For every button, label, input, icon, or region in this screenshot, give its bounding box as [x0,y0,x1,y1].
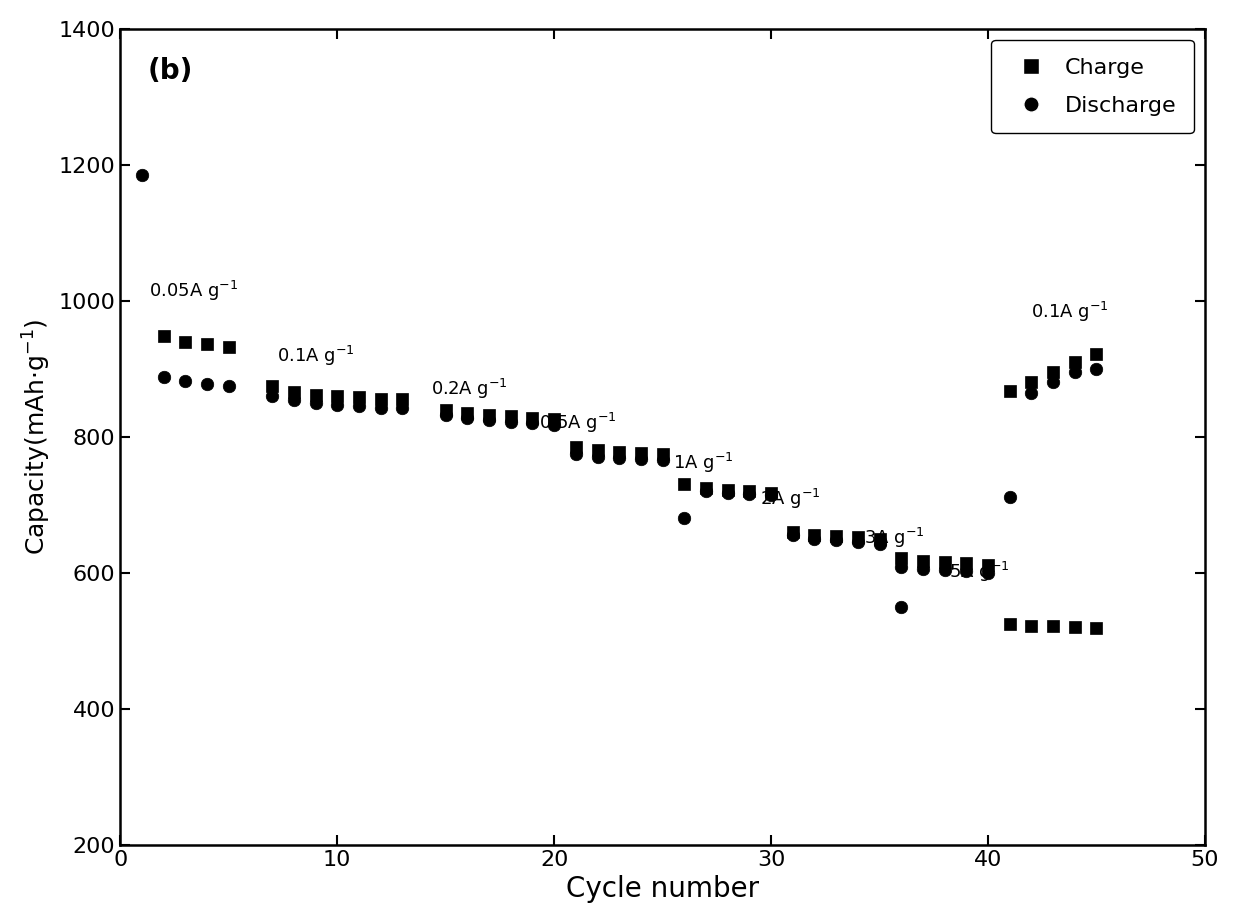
Legend: Charge, Discharge: Charge, Discharge [991,40,1194,133]
Text: 0.05A g$^{-1}$: 0.05A g$^{-1}$ [149,279,238,303]
Text: 0.5A g$^{-1}$: 0.5A g$^{-1}$ [539,410,616,434]
Text: (b): (b) [148,57,192,85]
Text: 1A g$^{-1}$: 1A g$^{-1}$ [673,451,734,476]
Text: 3A g$^{-1}$: 3A g$^{-1}$ [864,526,925,550]
Text: 0.2A g$^{-1}$: 0.2A g$^{-1}$ [430,377,507,401]
Text: 0.1A g$^{-1}$: 0.1A g$^{-1}$ [277,344,355,368]
Text: 5A g$^{-1}$: 5A g$^{-1}$ [949,560,1009,584]
Y-axis label: Capacity(mAh·g$^{-1}$): Capacity(mAh·g$^{-1}$) [21,319,53,555]
Text: 0.1A g$^{-1}$: 0.1A g$^{-1}$ [1032,299,1109,323]
X-axis label: Cycle number: Cycle number [565,875,759,903]
Text: 2A g$^{-1}$: 2A g$^{-1}$ [760,487,821,511]
